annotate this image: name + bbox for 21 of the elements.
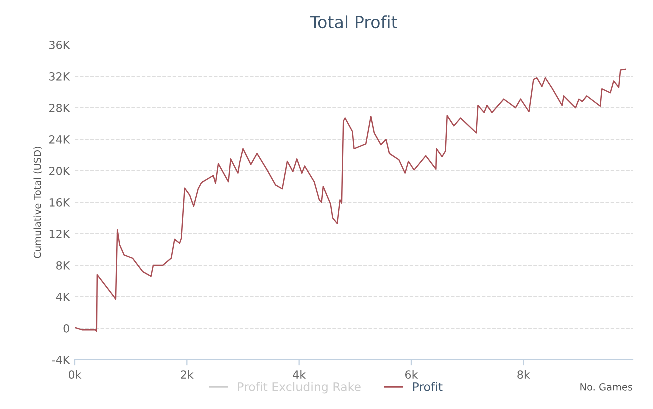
line-series [75, 68, 626, 332]
y-tick-label: 32K [50, 72, 70, 81]
x-tick-label: 8k [518, 370, 530, 380]
x-tick-label: 2k [181, 370, 194, 379]
y-tick-label: 20K [50, 166, 70, 176]
y-tick-label: 28K [50, 104, 70, 112]
x-axis-title: No. Games [580, 383, 633, 391]
chart-title: Total Profit [310, 16, 398, 29]
y-tick-label: 4K [56, 293, 70, 302]
x-tick-label: 0k [68, 370, 82, 380]
y-axis-title: Cumulative Total (USD) [34, 146, 42, 258]
y-tick-label: 24K [50, 135, 70, 144]
y-tick-label: 36K [50, 40, 70, 50]
x-tick-label: 4k [293, 370, 306, 379]
y-tick-label: 0 [64, 324, 70, 333]
y-tick-label: -4K [52, 356, 70, 364]
x-tick-label: 6k [406, 370, 418, 380]
y-tick-label: 8K [56, 261, 70, 270]
y-tick-label: 16K [50, 198, 70, 207]
y-tick-label: 12K [50, 230, 70, 238]
legend-label: Profit [413, 382, 443, 392]
